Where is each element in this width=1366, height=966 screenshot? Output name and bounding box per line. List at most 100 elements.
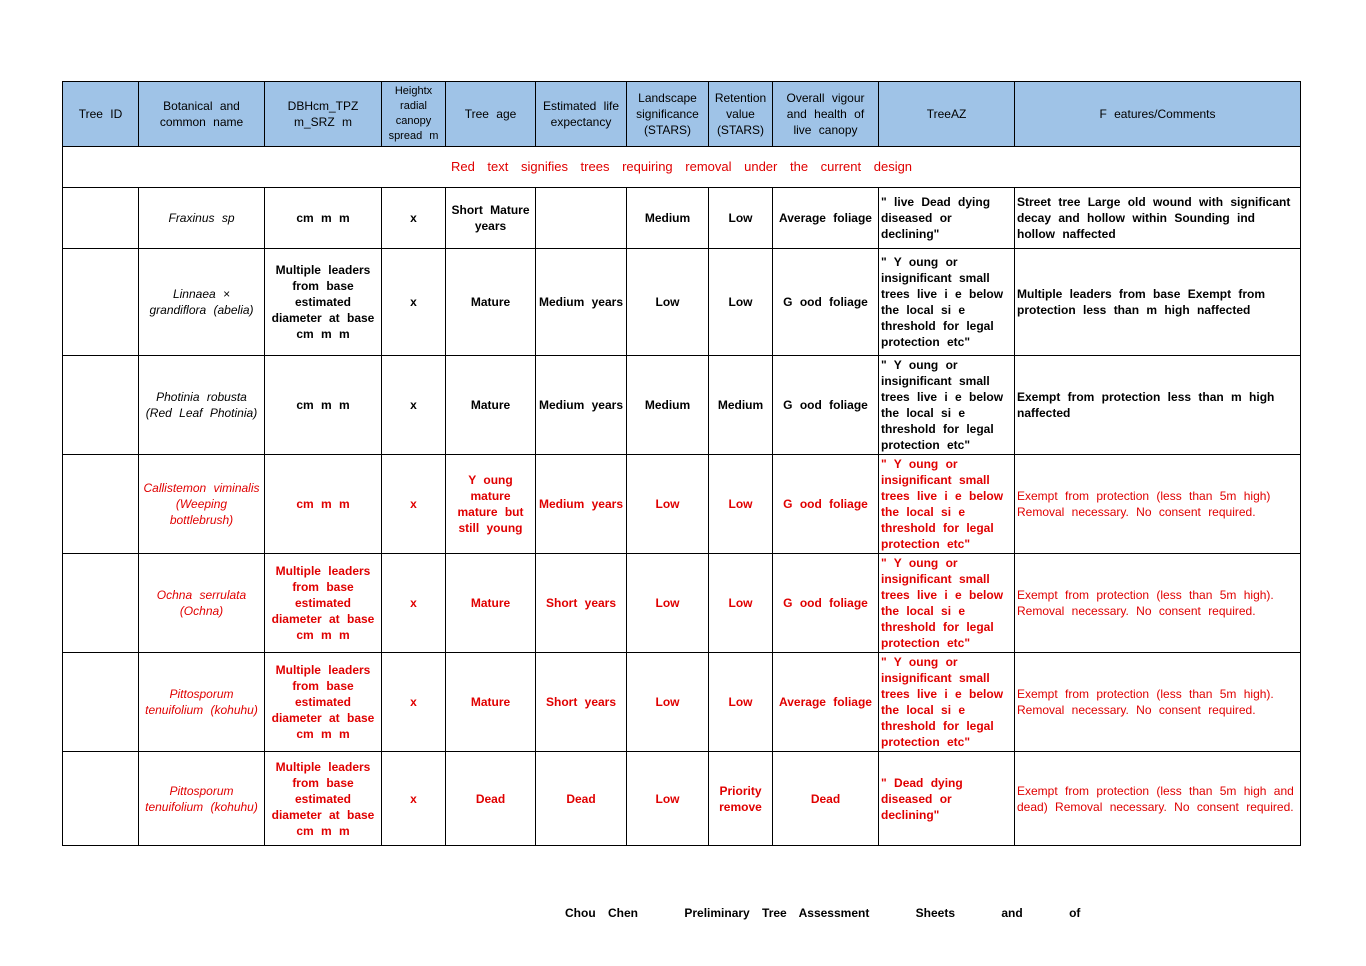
header-life-expectancy: Estimated life expectancy	[535, 81, 627, 147]
footer-author: Chou Chen	[565, 906, 638, 920]
cell-height: x	[381, 355, 446, 455]
cell-life-expectancy: Dead	[535, 751, 627, 846]
cell-tree-age: Short Mature years	[445, 187, 536, 249]
cell-height: x	[381, 652, 446, 752]
cell-vigour: Average foliage	[772, 187, 879, 249]
cell-landscape: Medium	[626, 355, 709, 455]
cell-treeaz: " Y oung or insignificant small trees li…	[878, 652, 1015, 752]
cell-dbh: Multiple leaders from base estimated dia…	[264, 751, 382, 846]
table-row: Linnaea × grandiflora (abelia) Multiple l…	[62, 248, 1301, 356]
cell-tree-id	[62, 355, 139, 455]
cell-botanical-name: Fraxinus sp	[138, 187, 265, 249]
cell-tree-id	[62, 553, 139, 653]
cell-height: x	[381, 187, 446, 249]
cell-retention: Medium	[708, 355, 773, 455]
cell-retention: Low	[708, 652, 773, 752]
cell-height: x	[381, 454, 446, 554]
cell-vigour: Average foliage	[772, 652, 879, 752]
header-vigour: Overall vigour and health of live canopy	[772, 81, 879, 147]
cell-treeaz: " Y oung or insignificant small trees li…	[878, 454, 1015, 554]
table-row: Ochna serrulata (Ochna) Multiple leaders …	[62, 553, 1301, 653]
cell-features: Street tree Large old wound with signifi…	[1014, 187, 1301, 249]
cell-landscape: Medium	[626, 187, 709, 249]
cell-retention: Low	[708, 248, 773, 356]
cell-botanical-name: Pittosporum tenuifolium (kohuhu)	[138, 751, 265, 846]
footer-title: Preliminary Tree Assessment	[684, 906, 870, 920]
removal-note: Red text signifies trees requiring remov…	[62, 146, 1301, 188]
cell-landscape: Low	[626, 652, 709, 752]
cell-tree-age: Mature	[445, 553, 536, 653]
header-features: F eatures/Comments	[1014, 81, 1301, 147]
cell-height: x	[381, 553, 446, 653]
cell-botanical-name: Linnaea × grandiflora (abelia)	[138, 248, 265, 356]
cell-landscape: Low	[626, 248, 709, 356]
cell-features: Exempt from protection less than m high …	[1014, 355, 1301, 455]
cell-landscape: Low	[626, 751, 709, 846]
cell-retention: Low	[708, 553, 773, 653]
cell-features: Exempt from protection (less than 5m hig…	[1014, 454, 1301, 554]
cell-landscape: Low	[626, 553, 709, 653]
cell-tree-age: Mature	[445, 652, 536, 752]
cell-tree-id	[62, 248, 139, 356]
cell-features: Multiple leaders from base Exempt from p…	[1014, 248, 1301, 356]
cell-retention: Priority remove	[708, 751, 773, 846]
cell-botanical-name: Ochna serrulata (Ochna)	[138, 553, 265, 653]
cell-features: Exempt from protection (less than 5m hig…	[1014, 553, 1301, 653]
footer-of: of	[1069, 906, 1081, 920]
cell-botanical-name: Photinia robusta (Red Leaf Photinia)	[138, 355, 265, 455]
cell-dbh: cm m m	[264, 187, 382, 249]
table-row: Pittosporum tenuifolium (kohuhu) Multiple…	[62, 652, 1301, 752]
header-dbh: DBHcm_TPZ m_SRZ m	[264, 81, 382, 147]
cell-vigour: G ood foliage	[772, 553, 879, 653]
table-row: Fraxinus sp cm m m x Short Mature years Medi…	[62, 187, 1301, 249]
cell-dbh: cm m m	[264, 355, 382, 455]
banner-row: Red text signifies trees requiring remov…	[62, 146, 1301, 188]
cell-retention: Low	[708, 187, 773, 249]
cell-landscape: Low	[626, 454, 709, 554]
cell-tree-id	[62, 652, 139, 752]
cell-life-expectancy: Medium years	[535, 355, 627, 455]
cell-dbh: cm m m	[264, 454, 382, 554]
table-row: Pittosporum tenuifolium (kohuhu) Multiple…	[62, 751, 1301, 846]
cell-botanical-name: Callistemon viminalis (Weeping bottlebru…	[138, 454, 265, 554]
header-landscape-significance: Landscape significance (STARS)	[626, 81, 709, 147]
table-row: Callistemon viminalis (Weeping bottlebru…	[62, 454, 1301, 554]
cell-life-expectancy	[535, 187, 627, 249]
table-row: Photinia robusta (Red Leaf Photinia) cm m…	[62, 355, 1301, 455]
header-botanical-name: Botanical and common name	[138, 81, 265, 147]
cell-vigour: G ood foliage	[772, 248, 879, 356]
cell-treeaz: " Y oung or insignificant small trees li…	[878, 248, 1015, 356]
cell-vigour: G ood foliage	[772, 454, 879, 554]
cell-dbh: Multiple leaders from base estimated dia…	[264, 248, 382, 356]
cell-treeaz: " Y oung or insignificant small trees li…	[878, 355, 1015, 455]
cell-vigour: Dead	[772, 751, 879, 846]
cell-features: Exempt from protection (less than 5m hig…	[1014, 652, 1301, 752]
header-height: Heightx radial canopy spread m	[381, 81, 446, 147]
cell-tree-id	[62, 454, 139, 554]
header-retention-value: Retention value (STARS)	[708, 81, 773, 147]
header-tree-id: Tree ID	[62, 81, 139, 147]
cell-tree-age: Y oung mature mature but still young	[445, 454, 536, 554]
cell-treeaz: " Dead dying diseased or declining"	[878, 751, 1015, 846]
page-footer: Chou Chen Preliminary Tree Assessment Sh…	[565, 906, 1114, 920]
cell-tree-id	[62, 751, 139, 846]
cell-tree-age: Dead	[445, 751, 536, 846]
cell-tree-age: Mature	[445, 248, 536, 356]
cell-life-expectancy: Short years	[535, 553, 627, 653]
header-row: Tree ID Botanical and common name DBHcm_…	[62, 81, 1301, 147]
cell-height: x	[381, 751, 446, 846]
footer-sheets: Sheets	[915, 906, 956, 920]
cell-life-expectancy: Medium years	[535, 454, 627, 554]
cell-life-expectancy: Medium years	[535, 248, 627, 356]
cell-features: Exempt from protection (less than 5m hig…	[1014, 751, 1301, 846]
cell-height: x	[381, 248, 446, 356]
cell-treeaz: " live Dead dying diseased or declining"	[878, 187, 1015, 249]
header-treeaz: TreeAZ	[878, 81, 1015, 147]
footer-and: and	[1001, 906, 1023, 920]
cell-retention: Low	[708, 454, 773, 554]
cell-vigour: G ood foliage	[772, 355, 879, 455]
cell-dbh: Multiple leaders from base estimated dia…	[264, 652, 382, 752]
cell-dbh: Multiple leaders from base estimated dia…	[264, 553, 382, 653]
cell-botanical-name: Pittosporum tenuifolium (kohuhu)	[138, 652, 265, 752]
tree-assessment-table: Tree ID Botanical and common name DBHcm_…	[62, 81, 1301, 846]
